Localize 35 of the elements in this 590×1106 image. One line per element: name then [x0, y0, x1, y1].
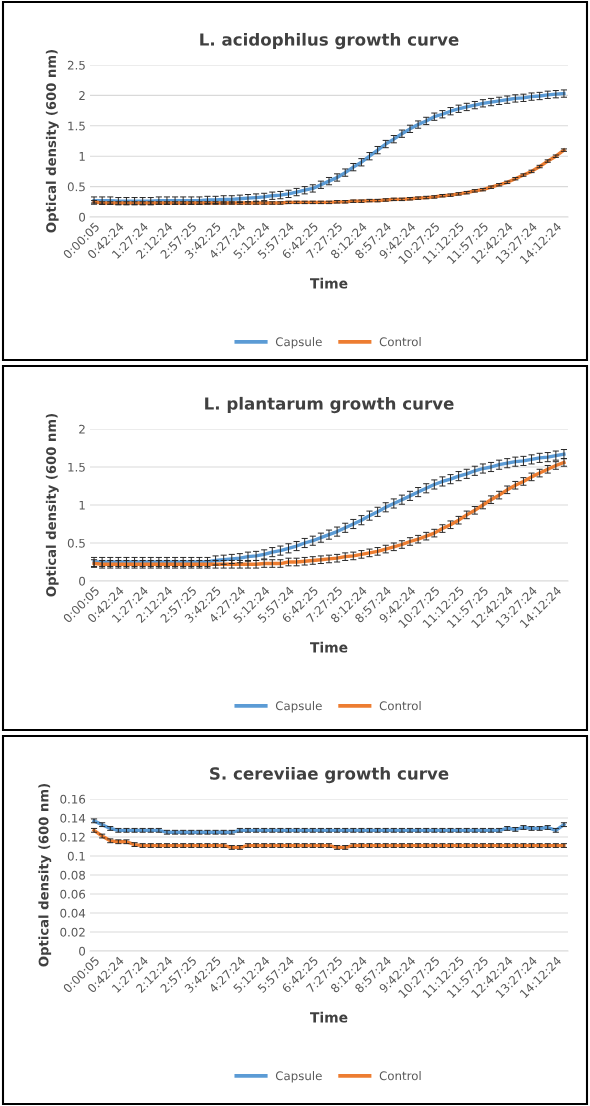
- legend-label: Control: [379, 701, 421, 711]
- y-axis-title: Optical density (600 nm): [45, 49, 59, 233]
- y-tick-label: 1.5: [68, 462, 85, 472]
- chart-title: L. plantarum growth curve: [205, 396, 454, 414]
- y-tick-label: 2: [79, 424, 85, 434]
- y-tick-label: 0.12: [60, 832, 85, 842]
- x-axis-title: Time: [310, 1011, 348, 1023]
- y-tick-label: 0: [79, 946, 86, 956]
- y-axis-title: Optical density (600 nm): [38, 783, 52, 967]
- y-tick-label: 0.16: [60, 794, 86, 804]
- y-tick-label: 0.04: [60, 908, 86, 918]
- legend-label: Capsule: [275, 337, 322, 349]
- y-tick-label: 0.06: [60, 889, 86, 899]
- legend-label: Control: [379, 1071, 421, 1081]
- y-tick-label: 0.5: [67, 182, 85, 192]
- y-tick-label: 1.5: [68, 121, 85, 131]
- y-tick-label: 0: [79, 576, 86, 586]
- y-tick-label: 0.14: [60, 813, 86, 823]
- y-tick-label: 2: [79, 91, 85, 100]
- y-tick-label: 0.1: [67, 851, 85, 861]
- y-axis-title: Optical density (600 nm): [45, 413, 59, 597]
- y-tick-label: 1: [79, 500, 85, 510]
- x-axis-title: Time: [310, 641, 348, 653]
- y-tick-label: 1: [79, 152, 85, 161]
- legend-label: Capsule: [275, 701, 322, 713]
- y-tick-label: 2.5: [67, 60, 85, 70]
- y-tick-label: 0.02: [60, 927, 85, 937]
- y-tick-label: 0.5: [67, 538, 85, 548]
- y-tick-label: 0: [79, 212, 86, 222]
- legend-label: Control: [379, 337, 421, 347]
- chart-title: L. acidophilus growth curve: [200, 32, 459, 50]
- y-tick-label: 0.08: [60, 870, 86, 880]
- chart-title: S. cereviiae growth curve: [210, 766, 449, 784]
- legend-label: Capsule: [275, 1071, 322, 1083]
- x-axis-title: Time: [310, 277, 348, 289]
